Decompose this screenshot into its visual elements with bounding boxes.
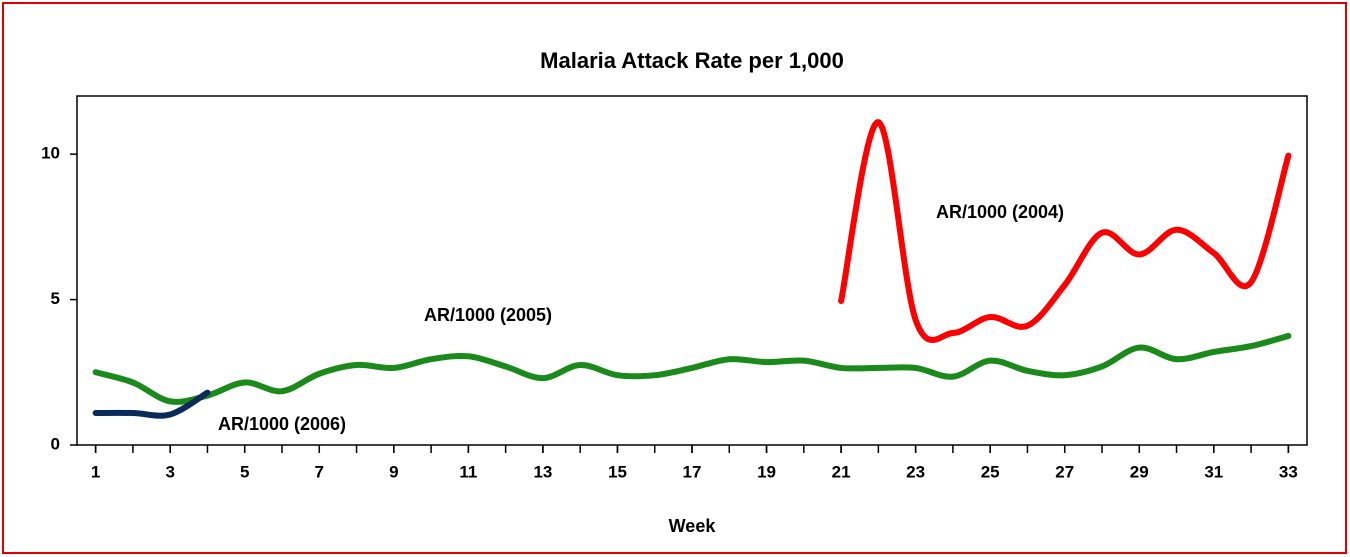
x-tick-label: 7	[315, 462, 324, 481]
x-tick-label: 3	[165, 462, 174, 481]
x-tick-label: 9	[389, 462, 398, 481]
x-tick-label: 5	[240, 462, 249, 481]
x-tick-label: 29	[1130, 462, 1149, 481]
x-axis-label: Week	[669, 516, 717, 536]
x-tick-label: 31	[1204, 462, 1223, 481]
series-line	[92, 332, 1292, 405]
x-tick-label: 19	[757, 462, 776, 481]
x-tick-label: 1	[91, 462, 100, 481]
x-tick-label: 17	[683, 462, 702, 481]
x-tick-label: 15	[608, 462, 627, 481]
series-label: AR/1000 (2005)	[424, 305, 552, 325]
x-tick-label: 11	[459, 462, 477, 481]
x-tick-label: 33	[1279, 462, 1298, 481]
y-tick-label: 10	[41, 144, 60, 163]
series-label: AR/1000 (2006)	[218, 414, 346, 434]
series-label: AR/1000 (2004)	[936, 202, 1064, 222]
series-line	[92, 389, 211, 419]
chart-title: Malaria Attack Rate per 1,000	[540, 48, 844, 73]
x-tick-label: 27	[1055, 462, 1074, 481]
series-line	[838, 119, 1292, 343]
x-tick-label: 23	[906, 462, 925, 481]
x-tick-label: 25	[981, 462, 1000, 481]
x-tick-label: 21	[832, 462, 851, 481]
x-tick-label: 13	[533, 462, 552, 481]
y-tick-label: 0	[51, 434, 60, 453]
y-tick-label: 5	[51, 289, 60, 308]
